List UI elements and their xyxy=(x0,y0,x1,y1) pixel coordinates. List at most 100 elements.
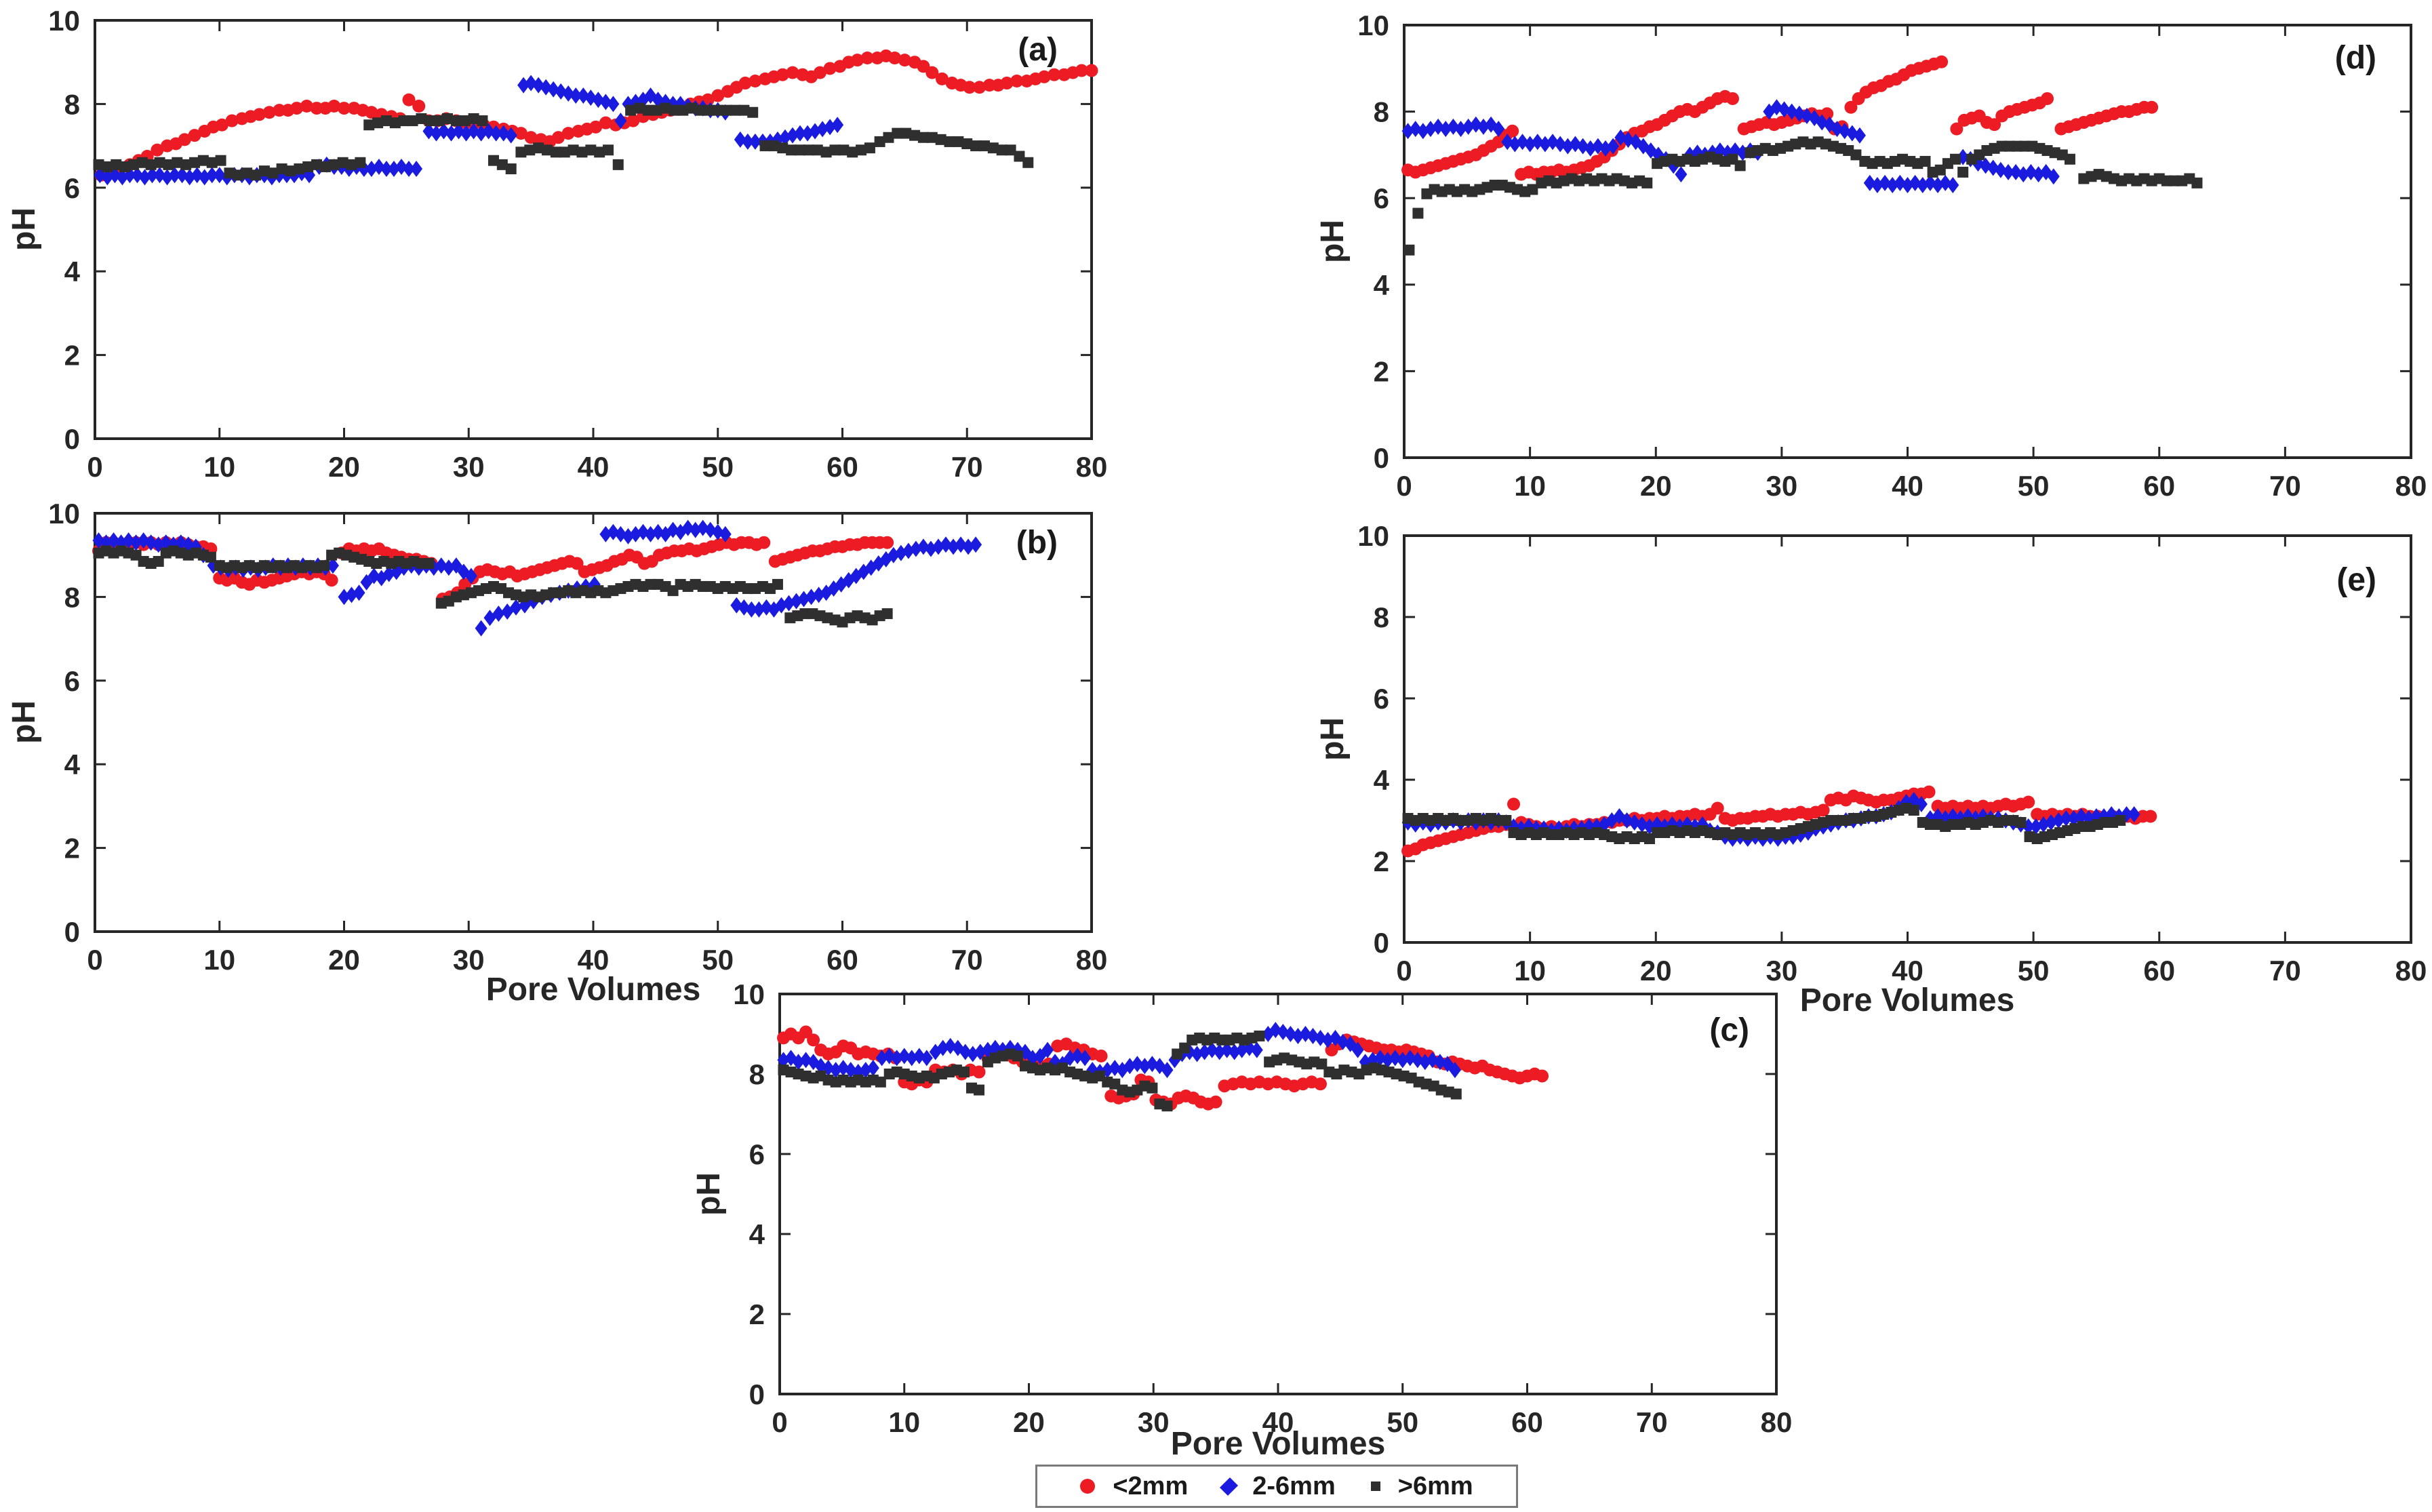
xlabel-panel-b: Pore Volumes xyxy=(485,972,701,1008)
svg-text:2: 2 xyxy=(64,340,80,372)
svg-text:2: 2 xyxy=(749,1298,765,1330)
panel-d-plot: 0 10 20 30 40 50 60 70 80 0 2 4 6 8 10 xyxy=(1357,9,2427,502)
svg-text:0: 0 xyxy=(87,451,102,483)
legend-label-gt6mm: >6mm xyxy=(1397,1471,1473,1500)
svg-text:30: 30 xyxy=(1138,1406,1170,1438)
svg-text:10: 10 xyxy=(48,498,80,530)
legend-item-gt6mm: >6mm xyxy=(1370,1471,1473,1501)
svg-text:30: 30 xyxy=(1766,955,1798,987)
svg-text:10: 10 xyxy=(203,944,235,976)
svg-text:80: 80 xyxy=(1076,944,1108,976)
svg-text:6: 6 xyxy=(1374,683,1389,715)
panel-letter-d: (d) xyxy=(2334,40,2376,76)
svg-text:6: 6 xyxy=(64,172,80,204)
xlabel-panel-e: Pore Volumes xyxy=(1799,982,2015,1018)
series-b-square xyxy=(93,545,893,628)
svg-text:40: 40 xyxy=(1892,470,1923,502)
legend-item-2-6mm: 2-6mm xyxy=(1220,1471,1336,1501)
svg-text:20: 20 xyxy=(1013,1406,1045,1438)
legend: <2mm 2-6mm >6mm xyxy=(1035,1465,1518,1508)
legend-label-2-6mm: 2-6mm xyxy=(1252,1471,1336,1500)
svg-text:6: 6 xyxy=(64,665,80,697)
svg-text:2: 2 xyxy=(64,833,80,864)
svg-text:4: 4 xyxy=(1374,269,1390,301)
svg-text:0: 0 xyxy=(749,1378,765,1410)
ylabel-panel-a: pH xyxy=(6,207,42,251)
svg-text:50: 50 xyxy=(2018,955,2050,987)
svg-text:10: 10 xyxy=(888,1406,920,1438)
panel-b-plot: 0 10 20 30 40 50 60 70 80 0 2 4 6 8 10 xyxy=(48,498,1107,976)
series-c-diamond xyxy=(777,1022,1461,1081)
svg-text:0: 0 xyxy=(64,423,80,455)
circle-icon xyxy=(1080,1479,1096,1494)
svg-text:0: 0 xyxy=(772,1406,787,1438)
legend-item-lt2mm: <2mm xyxy=(1080,1472,1188,1501)
svg-text:20: 20 xyxy=(328,451,360,483)
svg-text:20: 20 xyxy=(1640,470,1672,502)
svg-text:50: 50 xyxy=(2018,470,2050,502)
panel-letter-c: (c) xyxy=(1709,1012,1749,1048)
svg-text:0: 0 xyxy=(64,916,80,948)
series-d-diamond xyxy=(1401,99,2060,194)
svg-text:80: 80 xyxy=(1761,1406,1793,1438)
ylabel-panel-b: pH xyxy=(6,700,42,744)
panel-c-plot: 0 10 20 30 40 50 60 70 80 0 2 4 6 8 10 xyxy=(733,978,1792,1438)
svg-text:60: 60 xyxy=(2143,470,2175,502)
svg-text:60: 60 xyxy=(826,451,858,483)
svg-text:60: 60 xyxy=(2143,955,2175,987)
svg-text:70: 70 xyxy=(1636,1406,1668,1438)
series-d-circle xyxy=(1401,55,2159,181)
svg-text:8: 8 xyxy=(1374,96,1389,128)
svg-text:10: 10 xyxy=(1514,470,1546,502)
svg-text:40: 40 xyxy=(578,451,610,483)
svg-text:8: 8 xyxy=(749,1058,765,1090)
series-a-square xyxy=(93,102,1034,181)
svg-text:80: 80 xyxy=(2395,955,2427,987)
svg-text:10: 10 xyxy=(1514,955,1546,987)
svg-text:70: 70 xyxy=(951,451,983,483)
svg-text:50: 50 xyxy=(702,451,734,483)
square-icon xyxy=(1370,1481,1380,1491)
svg-text:4: 4 xyxy=(749,1218,765,1250)
svg-text:0: 0 xyxy=(87,944,102,976)
svg-text:6: 6 xyxy=(749,1138,765,1170)
series-c-square xyxy=(778,1030,1462,1112)
panel-e-plot: 0 10 20 30 40 50 60 70 80 0 2 4 6 8 10 xyxy=(1357,520,2427,987)
svg-text:50: 50 xyxy=(1387,1406,1418,1438)
svg-text:10: 10 xyxy=(203,451,235,483)
svg-text:20: 20 xyxy=(328,944,360,976)
legend-label-lt2mm: <2mm xyxy=(1113,1471,1189,1500)
svg-text:60: 60 xyxy=(826,944,858,976)
svg-text:4: 4 xyxy=(64,749,81,780)
svg-text:30: 30 xyxy=(453,944,485,976)
svg-text:70: 70 xyxy=(2269,470,2301,502)
svg-text:30: 30 xyxy=(1766,470,1798,502)
svg-text:8: 8 xyxy=(1374,601,1389,633)
svg-text:2: 2 xyxy=(1374,845,1389,877)
svg-text:70: 70 xyxy=(2269,955,2301,987)
svg-text:0: 0 xyxy=(1396,955,1412,987)
xlabel-panel-c: Pore Volumes xyxy=(1170,1426,1386,1462)
series-e-square xyxy=(1402,803,2126,844)
diamond-icon xyxy=(1220,1477,1239,1496)
panel-a-plot: 0 10 20 30 40 50 60 70 80 0 2 4 6 8 10 xyxy=(48,5,1107,483)
svg-text:0: 0 xyxy=(1396,470,1412,502)
svg-text:2: 2 xyxy=(1374,355,1389,387)
svg-text:10: 10 xyxy=(1357,520,1389,552)
svg-text:80: 80 xyxy=(1076,451,1108,483)
svg-text:40: 40 xyxy=(1892,955,1923,987)
ylabel-panel-e: pH xyxy=(1315,717,1351,761)
panel-letter-e: (e) xyxy=(2336,562,2376,598)
svg-text:8: 8 xyxy=(64,581,80,613)
svg-text:6: 6 xyxy=(1374,182,1389,214)
svg-text:40: 40 xyxy=(578,944,610,976)
svg-text:80: 80 xyxy=(2395,470,2427,502)
svg-text:30: 30 xyxy=(453,451,485,483)
panel-letter-a: (a) xyxy=(1018,32,1058,68)
series-a-circle xyxy=(94,49,1098,182)
svg-text:4: 4 xyxy=(64,256,81,287)
svg-text:50: 50 xyxy=(702,944,734,976)
svg-text:70: 70 xyxy=(951,944,983,976)
